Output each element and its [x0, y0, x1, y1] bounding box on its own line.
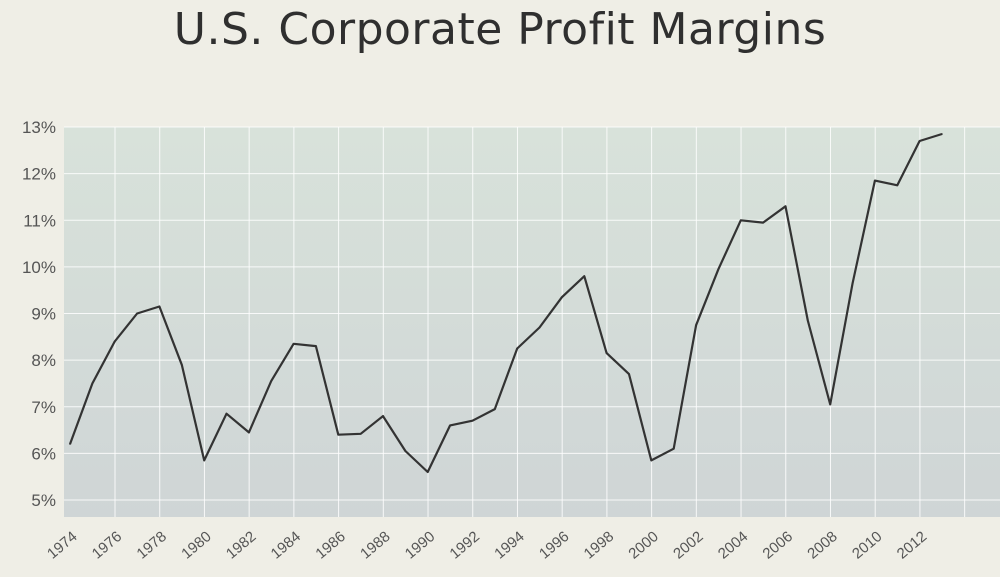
x-tick-label: 1984 [268, 528, 304, 562]
x-tick-label: 1994 [491, 528, 527, 562]
y-tick-label: 7% [31, 398, 56, 417]
y-tick-label: 6% [31, 444, 56, 463]
data-point [426, 471, 429, 473]
x-tick-label: 2002 [670, 528, 706, 562]
x-tick-label: 1982 [223, 528, 259, 562]
data-point [605, 352, 608, 354]
x-tick-label: 1992 [447, 528, 483, 562]
y-tick-label: 5% [31, 491, 56, 510]
data-point [918, 140, 921, 142]
y-axis: 5% 6% 7% 8% 9% 10% 11% 12% 13% [22, 118, 56, 510]
plot-area [64, 127, 1000, 517]
data-point [941, 133, 943, 135]
data-point [807, 319, 809, 322]
y-tick-label: 10% [22, 258, 56, 277]
x-tick-label: 2008 [804, 528, 840, 562]
x-tick-label: 1978 [134, 528, 170, 562]
data-point [270, 380, 273, 382]
series-group [68, 132, 943, 474]
y-tick-label: 11% [23, 211, 56, 230]
y-tick-label: 9% [31, 305, 56, 324]
data-point [717, 268, 720, 271]
x-tick-label: 1990 [402, 528, 438, 562]
data-point [851, 282, 854, 284]
x-tick-label: 2010 [849, 528, 885, 562]
data-point [672, 447, 675, 450]
chart-title: U.S. Corporate Profit Margins [173, 4, 827, 55]
data-point [628, 373, 630, 375]
x-axis: 1974 1976 1978 1980 1982 1984 1986 1988 1990 1992… [44, 528, 930, 562]
data-point [650, 459, 653, 462]
grid [64, 126, 1000, 517]
data-point [404, 450, 407, 452]
y-tick-label: 8% [31, 351, 56, 370]
x-tick-label: 1976 [89, 528, 125, 562]
y-tick-label: 13% [22, 118, 56, 137]
data-point [538, 326, 541, 329]
data-point [69, 443, 71, 445]
data-point [136, 312, 138, 315]
x-tick-label: 1986 [312, 528, 348, 562]
data-point [762, 221, 764, 224]
data-point [315, 345, 317, 347]
data-point [896, 184, 899, 187]
data-point [203, 459, 205, 462]
data-point [337, 433, 340, 436]
data-point [225, 412, 228, 415]
data-point [292, 343, 295, 345]
data-point [784, 205, 787, 208]
data-point [829, 403, 832, 406]
x-tick-label: 1998 [581, 528, 617, 562]
x-tick-label: 2006 [760, 528, 796, 562]
data-point [494, 408, 496, 410]
x-tick-label: 1974 [44, 528, 80, 562]
y-tick-label: 12% [22, 165, 56, 184]
series-line [68, 132, 943, 474]
data-point [382, 415, 384, 417]
x-tick-label: 1996 [536, 528, 572, 562]
data-point [583, 275, 586, 278]
x-tick-label: 2012 [894, 528, 930, 562]
data-point [739, 219, 742, 222]
x-tick-label: 1980 [178, 528, 214, 562]
data-point [695, 324, 697, 326]
x-tick-label: 2000 [625, 528, 661, 562]
data-point [91, 382, 94, 385]
x-tick-label: 2004 [715, 528, 751, 562]
data-point [561, 296, 563, 298]
data-point [158, 305, 161, 308]
data-point [516, 347, 518, 350]
x-tick-label: 1988 [357, 528, 393, 562]
data-point [113, 340, 116, 343]
data-point [471, 419, 474, 422]
data-point [180, 363, 183, 366]
data-point [248, 431, 250, 434]
data-point [449, 424, 451, 427]
data-point [359, 432, 362, 435]
data-point [874, 179, 876, 182]
